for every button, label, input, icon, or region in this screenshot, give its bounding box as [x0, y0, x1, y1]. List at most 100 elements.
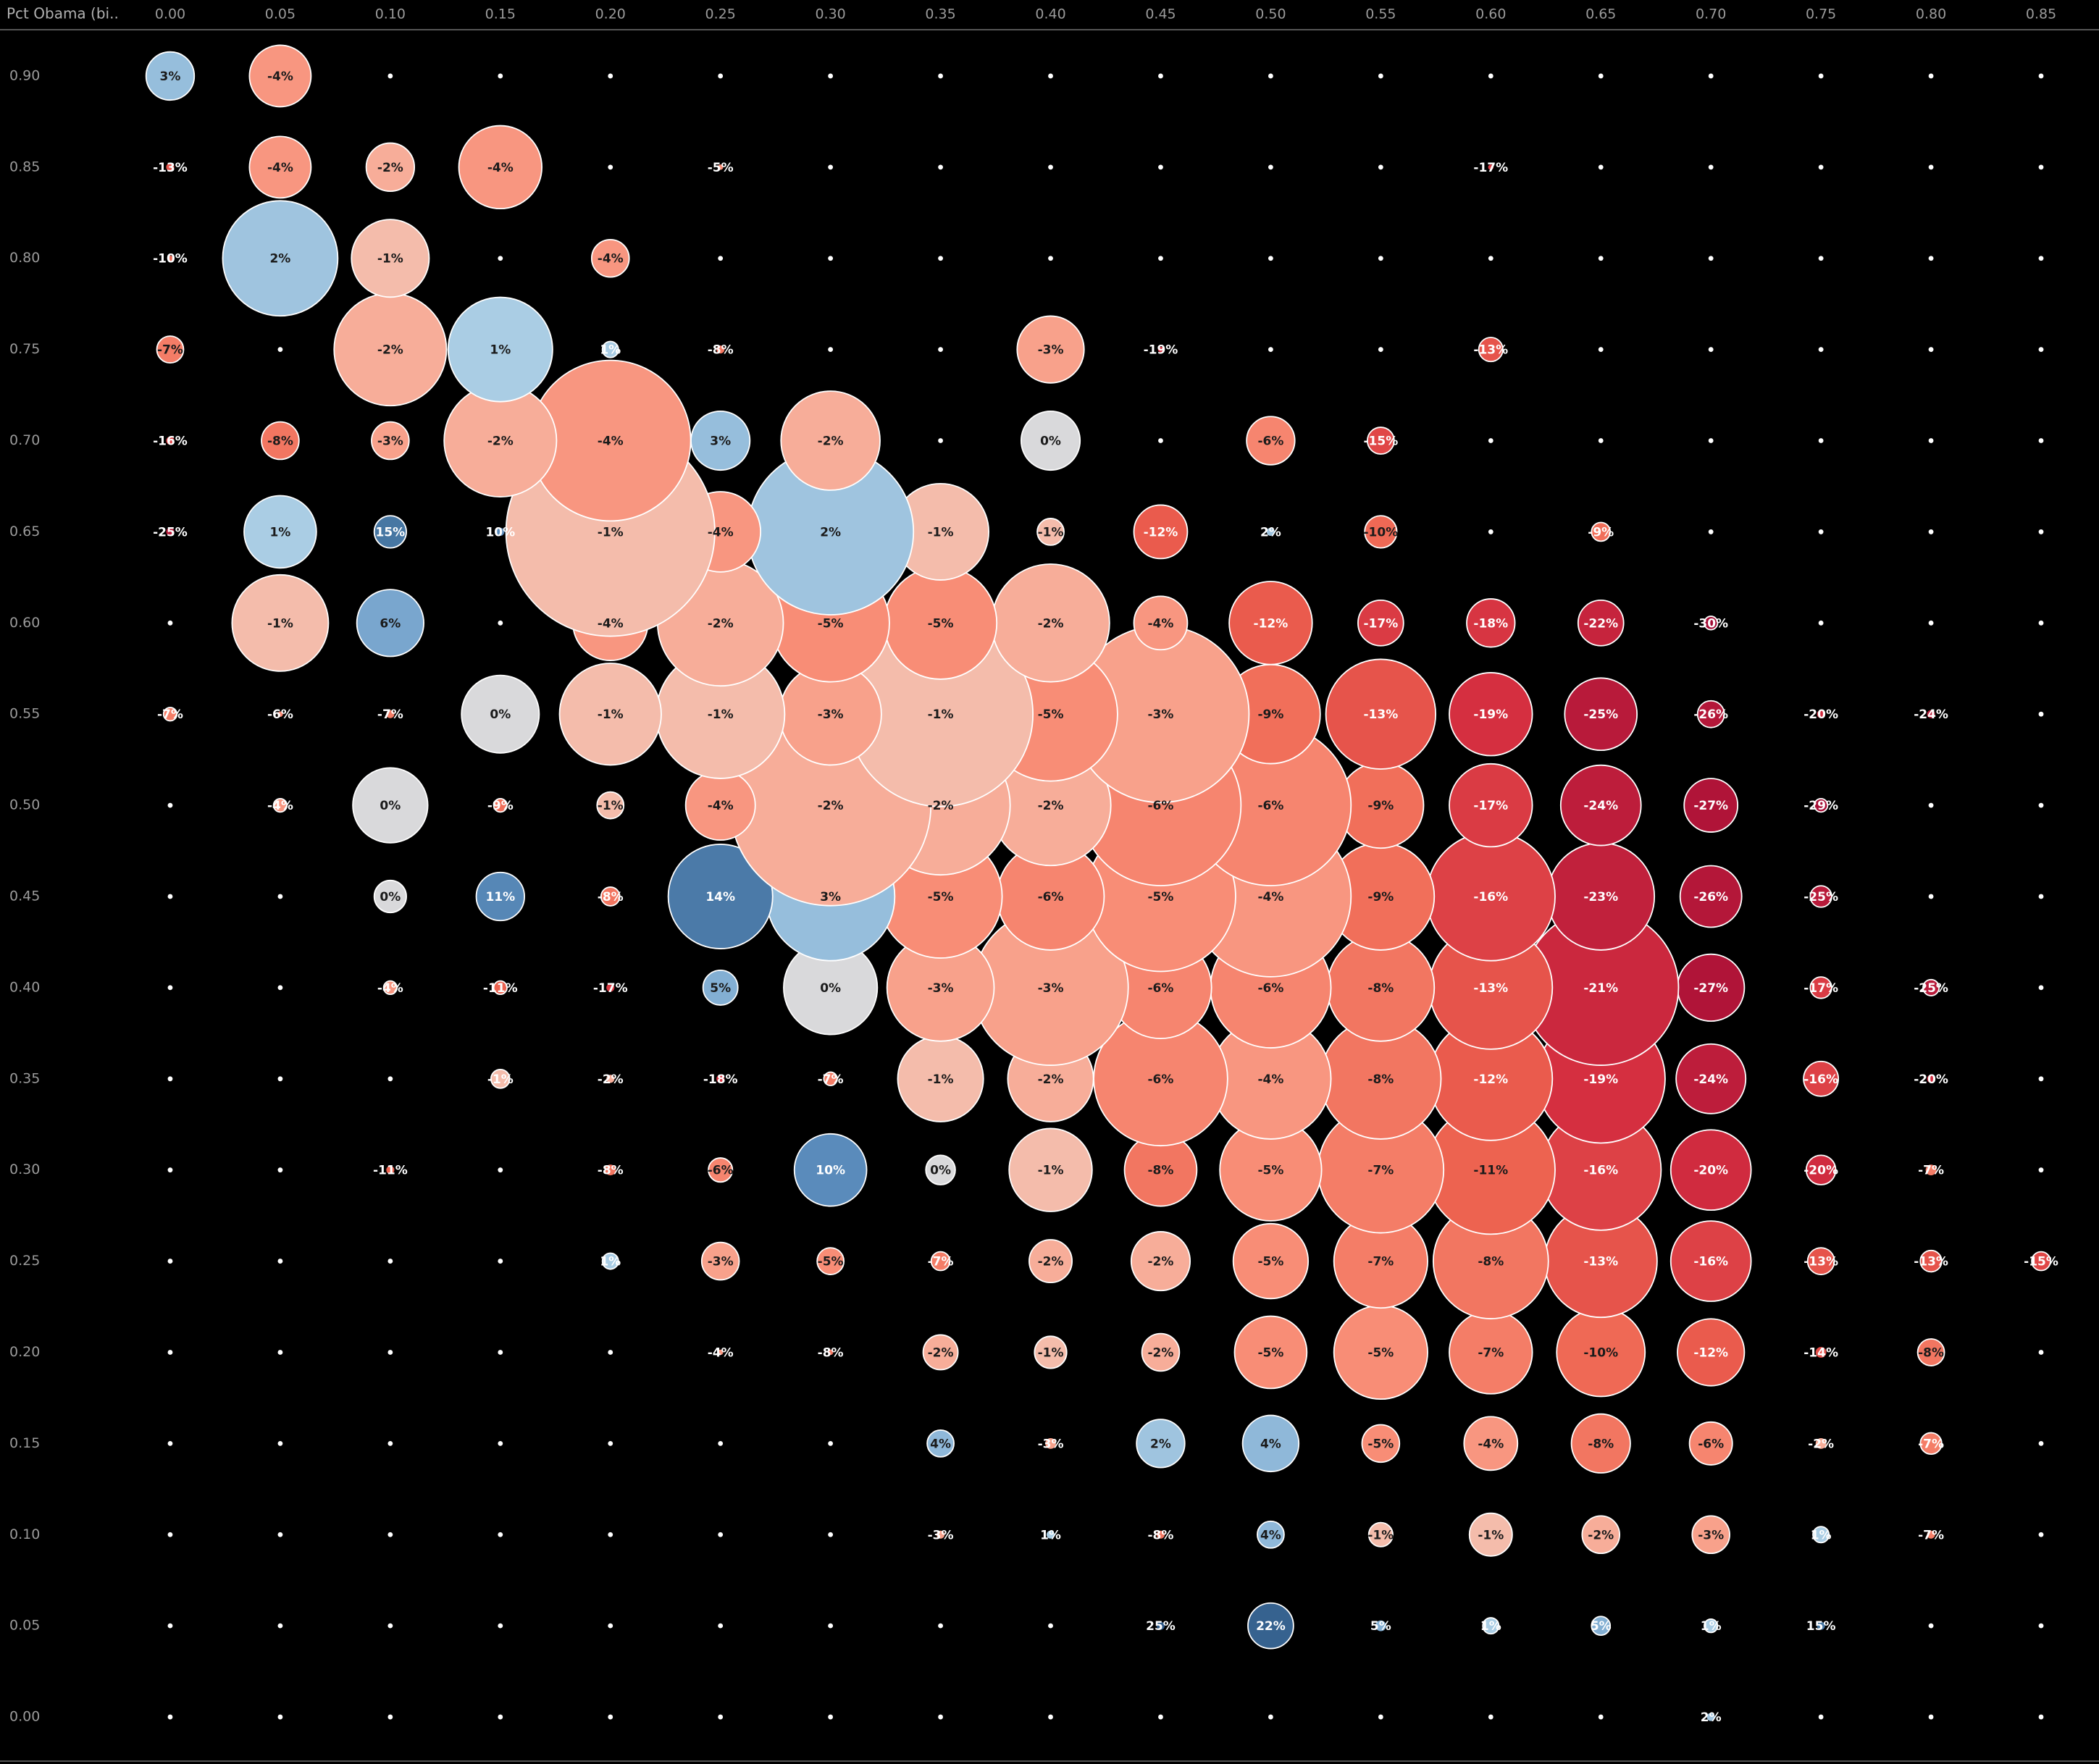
grid-dot	[718, 256, 724, 261]
y-tick-label: 0.20	[9, 1344, 40, 1360]
grid-dot	[2038, 711, 2044, 717]
grid-dot	[2038, 894, 2044, 899]
bubble-label: -2%	[818, 434, 844, 449]
grid-dot	[1928, 529, 1934, 534]
bubble	[558, 663, 662, 766]
bubble	[1559, 764, 1642, 847]
bubble-label: -3%	[1038, 1437, 1064, 1451]
grid-dot	[1048, 256, 1053, 261]
bubble-label: 0%	[490, 707, 511, 722]
bubble-label: -16%	[1803, 1072, 1838, 1087]
grid-dot	[1158, 164, 1163, 170]
y-tick-label: 0.60	[9, 615, 40, 631]
bubble	[1925, 1164, 1937, 1176]
bubble	[716, 345, 725, 354]
bubble-label: -11%	[1473, 1164, 1508, 1178]
bubble-label: -4%	[598, 252, 624, 266]
bubble-label: -2%	[487, 434, 514, 449]
bubble-label: -6%	[1257, 981, 1283, 996]
bubble	[1809, 976, 1832, 999]
grid-dot	[1928, 256, 1934, 261]
bubble-label: -1%	[377, 252, 403, 266]
grid-dot	[1048, 73, 1053, 79]
row-header: Pct Obama (bi..	[7, 5, 119, 22]
bubble	[1028, 1239, 1073, 1284]
bubble	[1228, 581, 1313, 665]
bubble	[1478, 337, 1504, 363]
bubble-label: -1%	[487, 1072, 514, 1087]
bubble	[1706, 1713, 1715, 1721]
bubble-label: -4%	[708, 525, 734, 539]
grid-dot	[167, 620, 173, 626]
bubble-label: -1%	[928, 707, 954, 722]
grid-dot	[938, 347, 943, 353]
grid-dot	[167, 1440, 173, 1446]
bubble-label: -2%	[1038, 616, 1064, 631]
bubble-label: -24%	[1914, 707, 1948, 722]
grid-dot	[387, 1350, 393, 1355]
bubble	[823, 1071, 838, 1086]
bubble	[590, 238, 630, 278]
bubble	[1803, 1060, 1840, 1097]
bubble-label: -4%	[1257, 1072, 1283, 1087]
bubble	[1133, 504, 1189, 560]
bubble-label: -9%	[487, 799, 514, 813]
bubble-label: 4%	[930, 1437, 951, 1451]
y-tick-label: 0.30	[9, 1162, 40, 1177]
bubble-label: -22%	[1583, 616, 1618, 631]
grid-dot	[1818, 256, 1824, 261]
bubble-label: -27%	[1693, 981, 1728, 996]
bubble	[248, 135, 312, 199]
grid-dot	[277, 1532, 283, 1537]
bubble-label: -12%	[1254, 616, 1289, 631]
bubble	[1669, 1220, 1752, 1302]
bubble	[1364, 515, 1398, 549]
bubble	[930, 1251, 951, 1272]
grid-dot	[608, 1623, 613, 1629]
grid-dot	[1928, 1623, 1934, 1629]
bubble-label: -12%	[1693, 1345, 1728, 1360]
grid-dot	[1708, 164, 1714, 170]
bubble-label: -6%	[1698, 1437, 1724, 1451]
x-tick-label: 0.25	[705, 7, 736, 22]
grid-dot	[718, 73, 724, 79]
bubble-label: 2%	[1701, 1710, 1722, 1725]
bubble-label: -12%	[1144, 525, 1178, 539]
bubble	[1463, 1416, 1519, 1471]
bubble-label: -7%	[157, 343, 183, 358]
bubble-label: 2%	[1150, 1437, 1171, 1451]
bubble	[166, 163, 175, 172]
bubble-label: 1%	[600, 1255, 621, 1269]
bubble-label: -8%	[1148, 1164, 1174, 1178]
grid-dot	[1268, 1714, 1273, 1720]
bubble	[167, 256, 173, 261]
x-tick-label: 0.20	[595, 7, 626, 22]
bubble-label: -30%	[1693, 616, 1728, 631]
bubble	[1806, 1247, 1835, 1275]
bubble-label: -21%	[1583, 981, 1618, 996]
bubble	[243, 495, 317, 569]
bubble-label: -13%	[1583, 1255, 1618, 1269]
bubble-label: 3%	[820, 890, 841, 904]
bubble-label: 15%	[376, 525, 406, 539]
bubble-label: -7%	[1367, 1164, 1394, 1178]
bubble-label: -2%	[818, 799, 844, 813]
bubble-label: -20%	[1693, 1164, 1728, 1178]
bubble	[702, 969, 739, 1006]
y-tick-label: 0.40	[9, 979, 40, 995]
bubble-label: -4%	[267, 799, 293, 813]
bubble-label: -2%	[598, 1072, 624, 1087]
bubble-label: -3%	[708, 1255, 734, 1269]
bubble	[600, 886, 621, 907]
bubble-label: -4%	[598, 616, 624, 631]
bubble-label: -9%	[1367, 890, 1394, 904]
bubble	[1468, 1512, 1513, 1557]
grid-dot	[1708, 347, 1714, 353]
bubble	[716, 1075, 725, 1083]
bubble-label: -6%	[1148, 981, 1174, 996]
bubble	[1691, 1515, 1730, 1555]
bubble-label: -13%	[1914, 1255, 1948, 1269]
x-tick-label: 0.60	[1475, 7, 1506, 22]
bubble-label: -19%	[1583, 1072, 1618, 1087]
